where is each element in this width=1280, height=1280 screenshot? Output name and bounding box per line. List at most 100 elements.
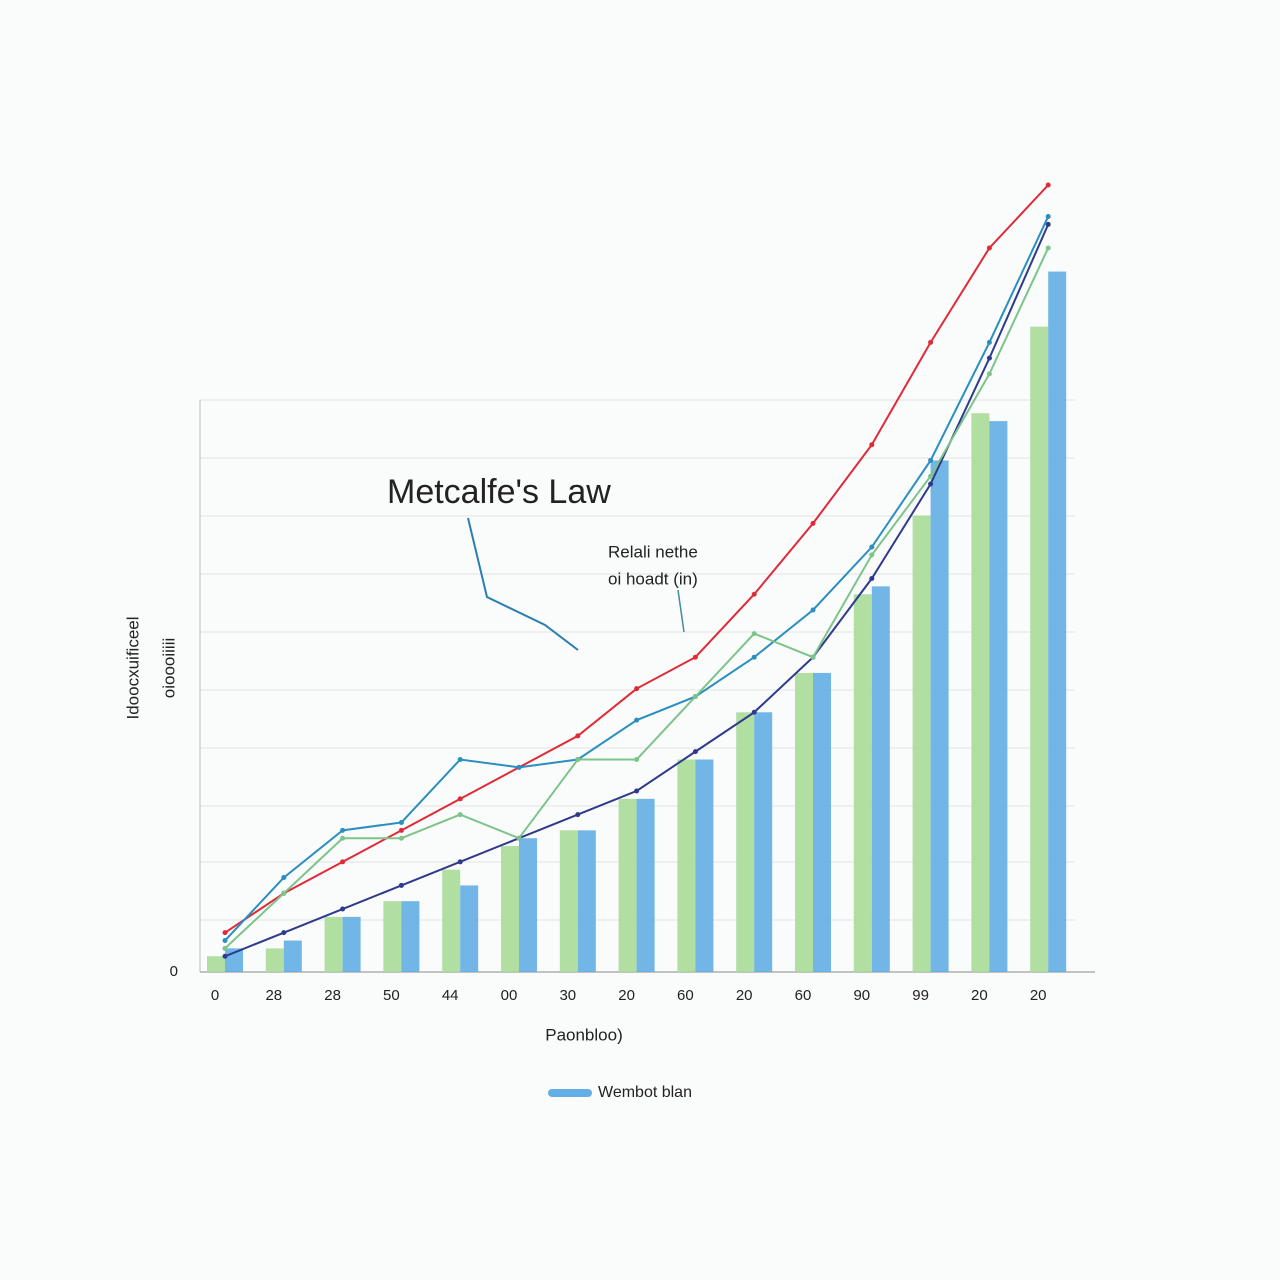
point (634, 757, 640, 763)
bar (324, 916, 343, 972)
annotation-connector (467, 517, 579, 651)
bar (695, 759, 714, 972)
y-axis-label: oioooiiiii (159, 638, 178, 698)
point (575, 812, 581, 818)
point (398, 819, 404, 825)
x-tick-label: 60 (677, 987, 694, 1004)
point (575, 757, 581, 763)
y-axis-label: Idoocxuificeel (123, 616, 142, 719)
annotation: Relali nethe (608, 542, 698, 561)
point (222, 930, 228, 936)
bar (636, 798, 655, 972)
bar (283, 940, 302, 972)
bar (559, 830, 578, 972)
point (928, 473, 934, 479)
point (1045, 245, 1051, 251)
legend-swatch (548, 1089, 592, 1097)
point (810, 654, 816, 660)
bar (989, 421, 1008, 973)
point (281, 930, 287, 936)
x-tick-label: 90 (853, 987, 870, 1004)
point (340, 906, 346, 912)
bar (460, 885, 479, 972)
bar (342, 916, 361, 972)
point (457, 812, 463, 818)
point (340, 827, 346, 833)
point (516, 835, 522, 841)
y-tick-label: 0 (170, 963, 178, 980)
bar (265, 948, 284, 972)
bar (795, 672, 813, 972)
point (222, 945, 228, 951)
bar (501, 846, 519, 972)
point (398, 827, 404, 833)
point (222, 938, 228, 944)
point (986, 355, 992, 361)
bar (618, 798, 637, 972)
point (1045, 213, 1051, 219)
x-tick-label: 99 (912, 987, 929, 1004)
point (281, 890, 287, 896)
point (634, 788, 640, 794)
x-tick-label: 00 (501, 987, 518, 1004)
bar (401, 901, 420, 972)
point (810, 607, 816, 613)
point (457, 796, 463, 802)
point (928, 481, 934, 487)
point (869, 442, 875, 448)
bar (1030, 326, 1049, 972)
point (692, 749, 698, 755)
bar (207, 956, 225, 972)
point (222, 953, 228, 959)
point (810, 520, 816, 526)
bar (930, 460, 949, 972)
point (751, 591, 757, 597)
point (516, 764, 522, 770)
point (281, 875, 287, 881)
x-tick-label: 20 (1030, 987, 1047, 1004)
bar (971, 413, 990, 973)
x-tick-label: 20 (971, 987, 988, 1004)
bar (677, 759, 696, 972)
x-tick-label: 20 (618, 987, 635, 1004)
point (751, 654, 757, 660)
point (692, 654, 698, 660)
point (986, 339, 992, 345)
bar (736, 712, 755, 972)
point (986, 245, 992, 251)
bar (519, 838, 537, 972)
legend-label: Wembot blan (598, 1084, 692, 1101)
bar (853, 594, 872, 972)
bar (871, 586, 890, 972)
x-tick-label: 50 (383, 987, 400, 1004)
bar (754, 712, 773, 972)
point (928, 339, 934, 345)
point (869, 576, 875, 581)
point (751, 709, 757, 715)
point (692, 694, 698, 700)
annotation-connector (677, 589, 685, 633)
point (575, 733, 581, 739)
point (340, 835, 346, 841)
x-tick-label: 28 (324, 987, 341, 1004)
point (398, 882, 404, 888)
point (634, 686, 640, 692)
point (869, 544, 875, 550)
point (634, 717, 640, 723)
x-tick-label: 60 (795, 987, 812, 1004)
x-tick-label: 20 (736, 987, 753, 1004)
bar (1048, 271, 1067, 972)
bar (577, 830, 596, 972)
bar (912, 515, 931, 972)
x-axis-label: Paonbloo) (545, 1025, 623, 1044)
bar (383, 901, 402, 972)
bar (442, 869, 461, 972)
x-tick-label: 44 (442, 987, 459, 1004)
x-tick-label: 0 (211, 987, 219, 1004)
chart-title: Metcalfe's Law (387, 473, 611, 511)
point (457, 859, 463, 865)
point (1045, 182, 1051, 188)
point (398, 835, 404, 841)
bar (813, 672, 831, 972)
